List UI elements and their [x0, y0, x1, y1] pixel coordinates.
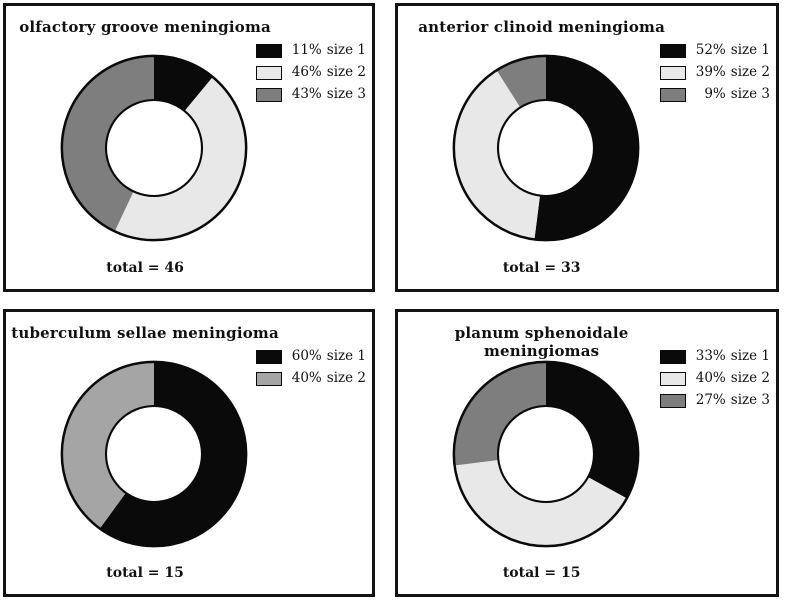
legend-label: size 2 — [326, 370, 366, 386]
legend-label: size 2 — [730, 370, 770, 386]
legend-swatch — [255, 87, 282, 102]
legend-pct: 27% — [695, 392, 726, 408]
donut-chart — [450, 52, 642, 244]
donut-outer-ring — [452, 360, 640, 548]
panel-olfactory-groove: olfactory groove meningioma 11% size 1 46%… — [3, 3, 375, 292]
legend-swatch — [255, 349, 282, 364]
legend-item: 40% size 2 — [659, 370, 770, 386]
legend-label: size 2 — [730, 64, 770, 80]
legend-item: 46% size 2 — [255, 64, 366, 80]
legend-label: size 3 — [730, 392, 770, 408]
donut-slice-size-1 — [546, 361, 639, 499]
legend-pct: 39% — [695, 64, 726, 80]
donut-inner-ring — [496, 98, 596, 198]
donut-svg — [452, 54, 640, 242]
donut-outer-ring — [60, 54, 248, 242]
total-label: total = 33 — [502, 260, 581, 276]
legend-pct: 40% — [695, 370, 726, 386]
legend-swatch — [659, 349, 686, 364]
donut-chart — [450, 358, 642, 550]
donut-slice-size-1 — [154, 55, 213, 112]
donut-slice-size-2 — [114, 76, 247, 241]
legend-pct: 60% — [291, 348, 322, 364]
legend-item: 39% size 2 — [659, 64, 770, 80]
donut-svg — [452, 360, 640, 548]
donut-svg — [60, 54, 248, 242]
legend-swatch — [659, 371, 686, 386]
legend-label: size 3 — [730, 86, 770, 102]
legend-label: size 1 — [326, 348, 366, 364]
donut-chart — [58, 52, 250, 244]
donut-inner-ring — [496, 404, 596, 504]
legend-swatch — [255, 371, 282, 386]
legend-pct: 9% — [704, 86, 726, 102]
legend-item: 43% size 3 — [255, 86, 366, 102]
donut-inner-ring — [104, 404, 204, 504]
legend-item: 60% size 1 — [255, 348, 366, 364]
legend-pct: 33% — [695, 348, 726, 364]
legend-item: 27% size 3 — [659, 392, 770, 408]
donut-outer-ring — [60, 360, 248, 548]
legend-swatch — [659, 65, 686, 80]
legend-pct: 46% — [291, 64, 322, 80]
donut-slice-size-2 — [454, 460, 627, 547]
legend-pct: 43% — [291, 86, 322, 102]
donut-slice-size-1 — [99, 361, 247, 547]
legend-label: size 1 — [730, 42, 770, 58]
total-label: total = 46 — [106, 260, 184, 276]
panel-title: olfactory groove meningioma — [19, 18, 271, 36]
donut-slice-size-1 — [534, 55, 639, 241]
donut-outer-ring — [452, 54, 640, 242]
panel-title: planum sphenoidale meningiomas — [454, 324, 629, 360]
legend-item: 33% size 1 — [659, 348, 770, 364]
panel-tuberculum-sellae: tuberculum sellae meningioma 60% size 1 40… — [3, 309, 375, 597]
donut-inner-ring — [104, 98, 204, 198]
legend-swatch — [659, 87, 686, 102]
panel-anterior-clinoid: anterior clinoid meningioma 52% size 1 39%… — [395, 3, 779, 292]
total-label: total = 15 — [502, 565, 581, 581]
legend-item: 52% size 1 — [659, 42, 770, 58]
legend: 33% size 1 40% size 2 27% size 3 — [659, 348, 770, 408]
legend-item: 9% size 3 — [659, 86, 770, 102]
donut-slice-size-3 — [61, 55, 154, 232]
donut-slice-size-2 — [61, 361, 154, 529]
panel-planum-sphenoidale: planum sphenoidale meningiomas 33% size 1… — [395, 309, 779, 597]
donut-slice-size-3 — [453, 361, 546, 466]
donut-slice-size-2 — [453, 70, 540, 240]
legend-swatch — [255, 43, 282, 58]
legend-pct: 52% — [695, 42, 726, 58]
legend: 52% size 1 39% size 2 9% size 3 — [659, 42, 770, 102]
panel-title: tuberculum sellae meningioma — [11, 324, 279, 342]
legend-label: size 1 — [730, 348, 770, 364]
legend-pct: 11% — [291, 42, 322, 58]
legend-item: 11% size 1 — [255, 42, 366, 58]
legend-label: size 1 — [326, 42, 366, 58]
donut-svg — [60, 360, 248, 548]
legend-label: size 3 — [326, 86, 366, 102]
panel-title: anterior clinoid meningioma — [418, 18, 666, 36]
legend-swatch — [659, 393, 686, 408]
legend: 11% size 1 46% size 2 43% size 3 — [255, 42, 366, 102]
legend-item: 40% size 2 — [255, 370, 366, 386]
legend-label: size 2 — [326, 64, 366, 80]
legend-swatch — [255, 65, 282, 80]
donut-chart — [58, 358, 250, 550]
donut-slice-size-3 — [496, 55, 546, 108]
legend-swatch — [659, 43, 686, 58]
total-label: total = 15 — [106, 565, 184, 581]
legend: 60% size 1 40% size 2 — [255, 348, 366, 386]
legend-pct: 40% — [291, 370, 322, 386]
